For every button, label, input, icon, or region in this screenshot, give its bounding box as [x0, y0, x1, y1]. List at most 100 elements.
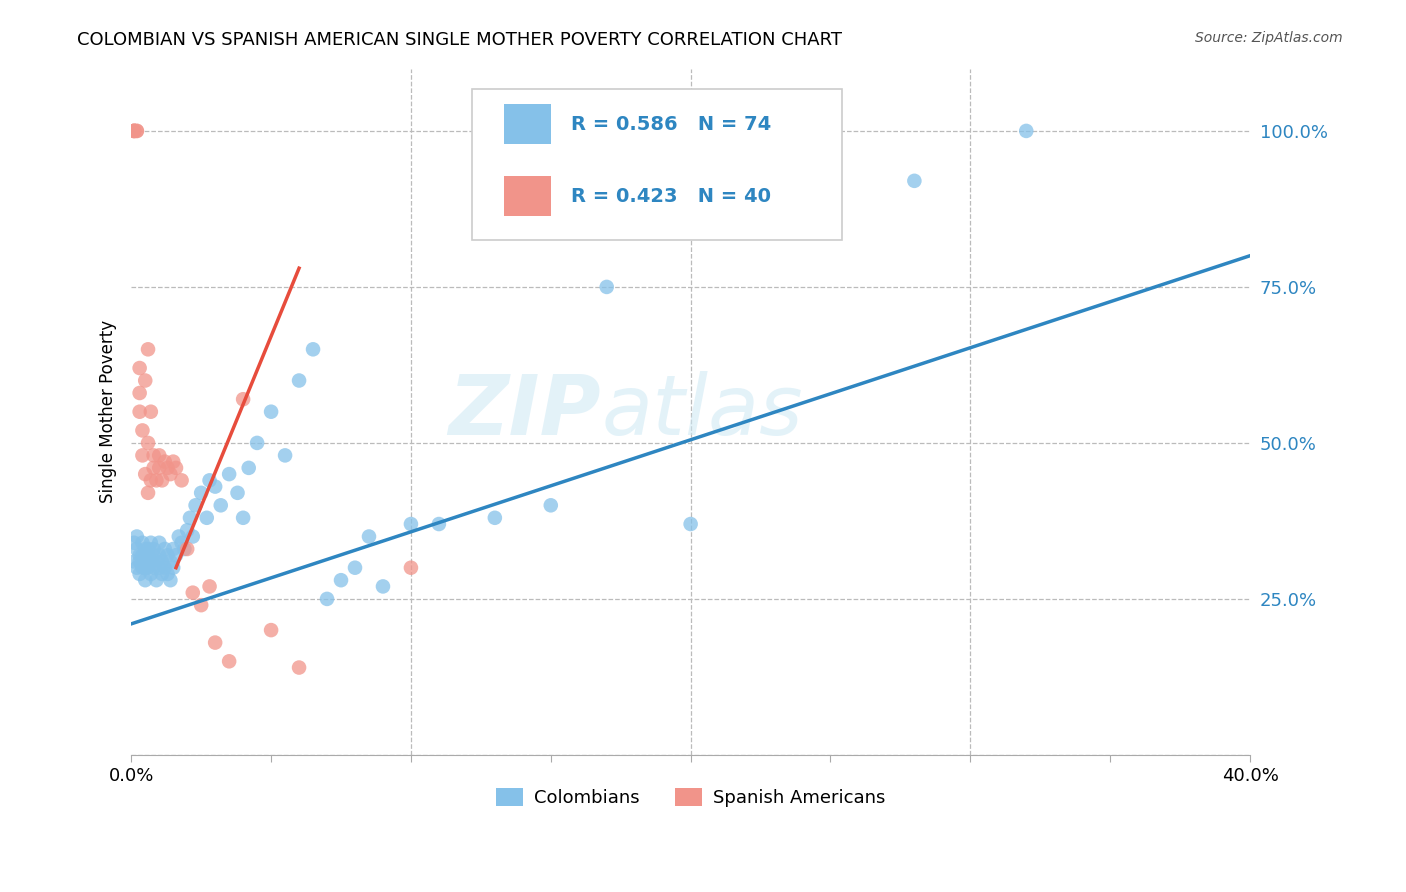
- Point: [159, 573, 181, 587]
- Text: R = 0.586   N = 74: R = 0.586 N = 74: [571, 114, 770, 134]
- Point: [128, 548, 150, 562]
- Point: [302, 343, 325, 357]
- Point: [156, 566, 179, 581]
- Point: [148, 560, 170, 574]
- Point: [218, 654, 240, 668]
- Point: [148, 535, 170, 549]
- Point: [153, 541, 176, 556]
- Point: [427, 516, 450, 531]
- Point: [150, 566, 173, 581]
- Point: [125, 529, 148, 543]
- Point: [165, 548, 187, 562]
- Point: [122, 124, 145, 138]
- Point: [148, 461, 170, 475]
- Point: [204, 480, 226, 494]
- Point: [145, 474, 167, 488]
- Point: [136, 485, 159, 500]
- Point: [156, 461, 179, 475]
- Point: [136, 541, 159, 556]
- Text: atlas: atlas: [602, 371, 803, 452]
- Point: [139, 535, 162, 549]
- Point: [179, 510, 201, 524]
- Point: [148, 449, 170, 463]
- Point: [139, 566, 162, 581]
- Legend: Colombians, Spanish Americans: Colombians, Spanish Americans: [488, 780, 893, 814]
- Point: [218, 467, 240, 482]
- Point: [125, 560, 148, 574]
- Point: [134, 573, 156, 587]
- Point: [232, 510, 254, 524]
- Text: Source: ZipAtlas.com: Source: ZipAtlas.com: [1195, 31, 1343, 45]
- Point: [131, 560, 153, 574]
- Point: [125, 124, 148, 138]
- Point: [246, 436, 269, 450]
- Point: [162, 541, 184, 556]
- Point: [122, 124, 145, 138]
- Point: [153, 560, 176, 574]
- Point: [125, 124, 148, 138]
- Point: [165, 461, 187, 475]
- Point: [128, 405, 150, 419]
- Point: [125, 541, 148, 556]
- Point: [330, 573, 353, 587]
- Point: [131, 424, 153, 438]
- Point: [288, 660, 311, 674]
- Point: [343, 560, 366, 574]
- Point: [399, 560, 422, 574]
- Point: [184, 498, 207, 512]
- Point: [260, 405, 283, 419]
- Point: [232, 392, 254, 407]
- Point: [190, 485, 212, 500]
- Point: [136, 436, 159, 450]
- Point: [159, 554, 181, 568]
- Point: [1015, 124, 1038, 138]
- Point: [122, 124, 145, 138]
- Point: [209, 498, 232, 512]
- Point: [134, 467, 156, 482]
- Point: [316, 591, 339, 606]
- Point: [288, 374, 311, 388]
- Point: [156, 548, 179, 562]
- Point: [195, 510, 218, 524]
- Point: [136, 560, 159, 574]
- Point: [162, 455, 184, 469]
- Point: [142, 548, 165, 562]
- Text: R = 0.423   N = 40: R = 0.423 N = 40: [571, 186, 770, 206]
- Point: [139, 554, 162, 568]
- Point: [142, 560, 165, 574]
- Point: [167, 529, 190, 543]
- Point: [139, 474, 162, 488]
- Point: [238, 461, 260, 475]
- Point: [181, 585, 204, 599]
- Point: [176, 541, 198, 556]
- Point: [159, 467, 181, 482]
- Point: [226, 485, 249, 500]
- Bar: [503, 104, 551, 144]
- Point: [128, 386, 150, 401]
- Bar: [503, 177, 551, 216]
- Point: [148, 548, 170, 562]
- Y-axis label: Single Mother Poverty: Single Mother Poverty: [100, 320, 117, 503]
- Point: [190, 598, 212, 612]
- Point: [260, 623, 283, 637]
- Point: [122, 554, 145, 568]
- Point: [136, 548, 159, 562]
- Point: [131, 535, 153, 549]
- Point: [170, 474, 193, 488]
- Point: [540, 498, 562, 512]
- Text: ZIP: ZIP: [449, 371, 602, 452]
- Point: [122, 124, 145, 138]
- Point: [176, 523, 198, 537]
- Point: [596, 280, 619, 294]
- Point: [134, 560, 156, 574]
- Point: [274, 449, 297, 463]
- Point: [142, 449, 165, 463]
- Point: [122, 535, 145, 549]
- Point: [131, 548, 153, 562]
- Point: [136, 343, 159, 357]
- Point: [399, 516, 422, 531]
- Point: [153, 455, 176, 469]
- Point: [142, 461, 165, 475]
- Point: [181, 529, 204, 543]
- Point: [134, 554, 156, 568]
